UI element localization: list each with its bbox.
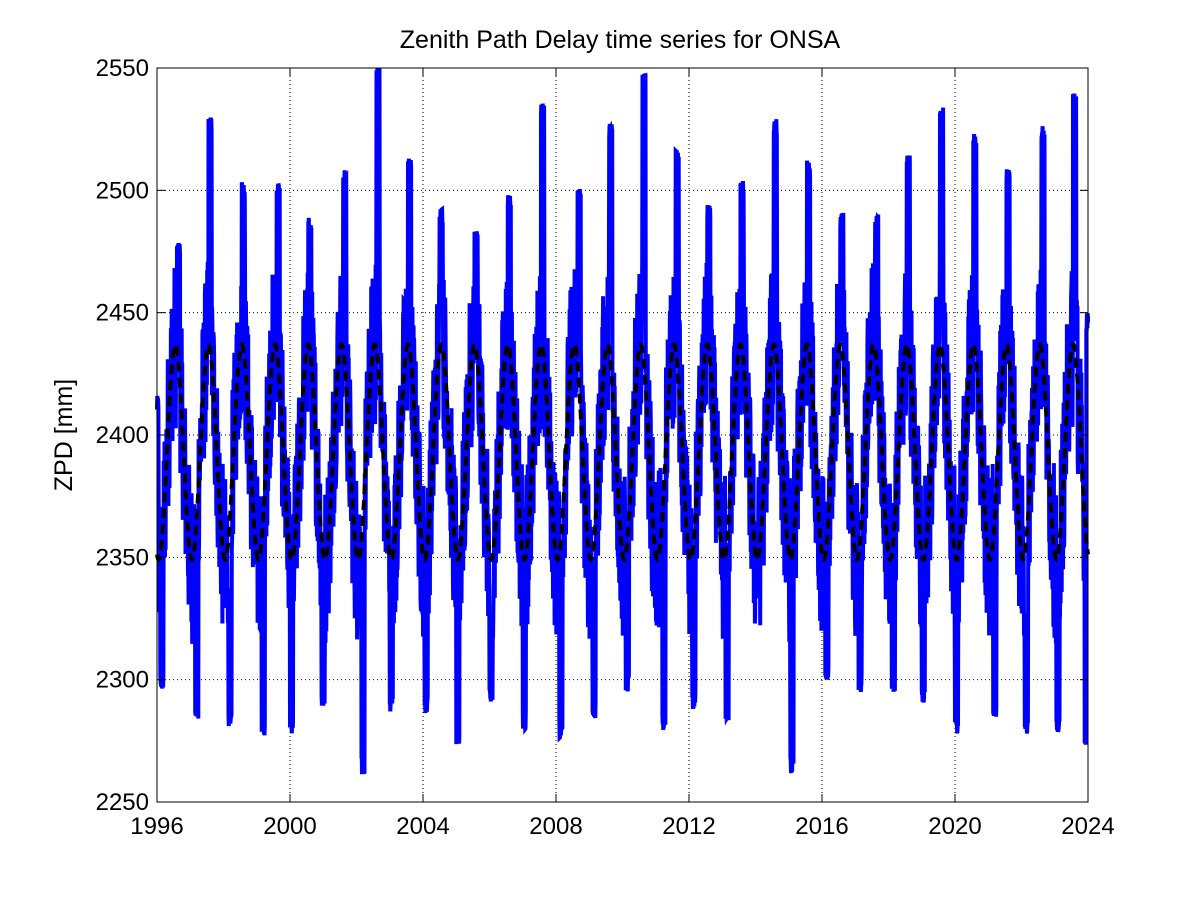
tick-labels: 1996 2000 2004 2008 2012 2016 2020 2024 2250 2300… bbox=[96, 55, 1115, 840]
plot-axes bbox=[156, 67, 1089, 803]
x-tick-label: 2004 bbox=[396, 813, 449, 840]
y-tick-label: 2400 bbox=[96, 422, 149, 449]
y-axis-label: ZPD [mm] bbox=[50, 379, 78, 492]
x-tick-label: 2008 bbox=[529, 813, 582, 840]
y-tick-label: 2550 bbox=[96, 55, 149, 82]
x-tick-label: 2012 bbox=[662, 813, 715, 840]
y-tick-label: 2300 bbox=[96, 667, 149, 694]
series-line-observed bbox=[155, 68, 1090, 775]
x-tick-label: 2016 bbox=[795, 813, 848, 840]
series-layer bbox=[155, 68, 1090, 775]
x-tick-label: 2020 bbox=[928, 813, 981, 840]
x-tick-label: 2000 bbox=[263, 813, 316, 840]
y-tick-label: 2450 bbox=[96, 300, 149, 327]
x-tick-label: 2024 bbox=[1061, 813, 1114, 840]
chart-title: Zenith Path Delay time series for ONSA bbox=[400, 26, 841, 54]
series-line-seasonal-model bbox=[155, 342, 1090, 563]
y-tick-label: 2500 bbox=[96, 177, 149, 204]
x-tick-label: 1996 bbox=[130, 813, 183, 840]
y-tick-label: 2350 bbox=[96, 544, 149, 571]
y-tick-label: 2250 bbox=[96, 789, 149, 816]
